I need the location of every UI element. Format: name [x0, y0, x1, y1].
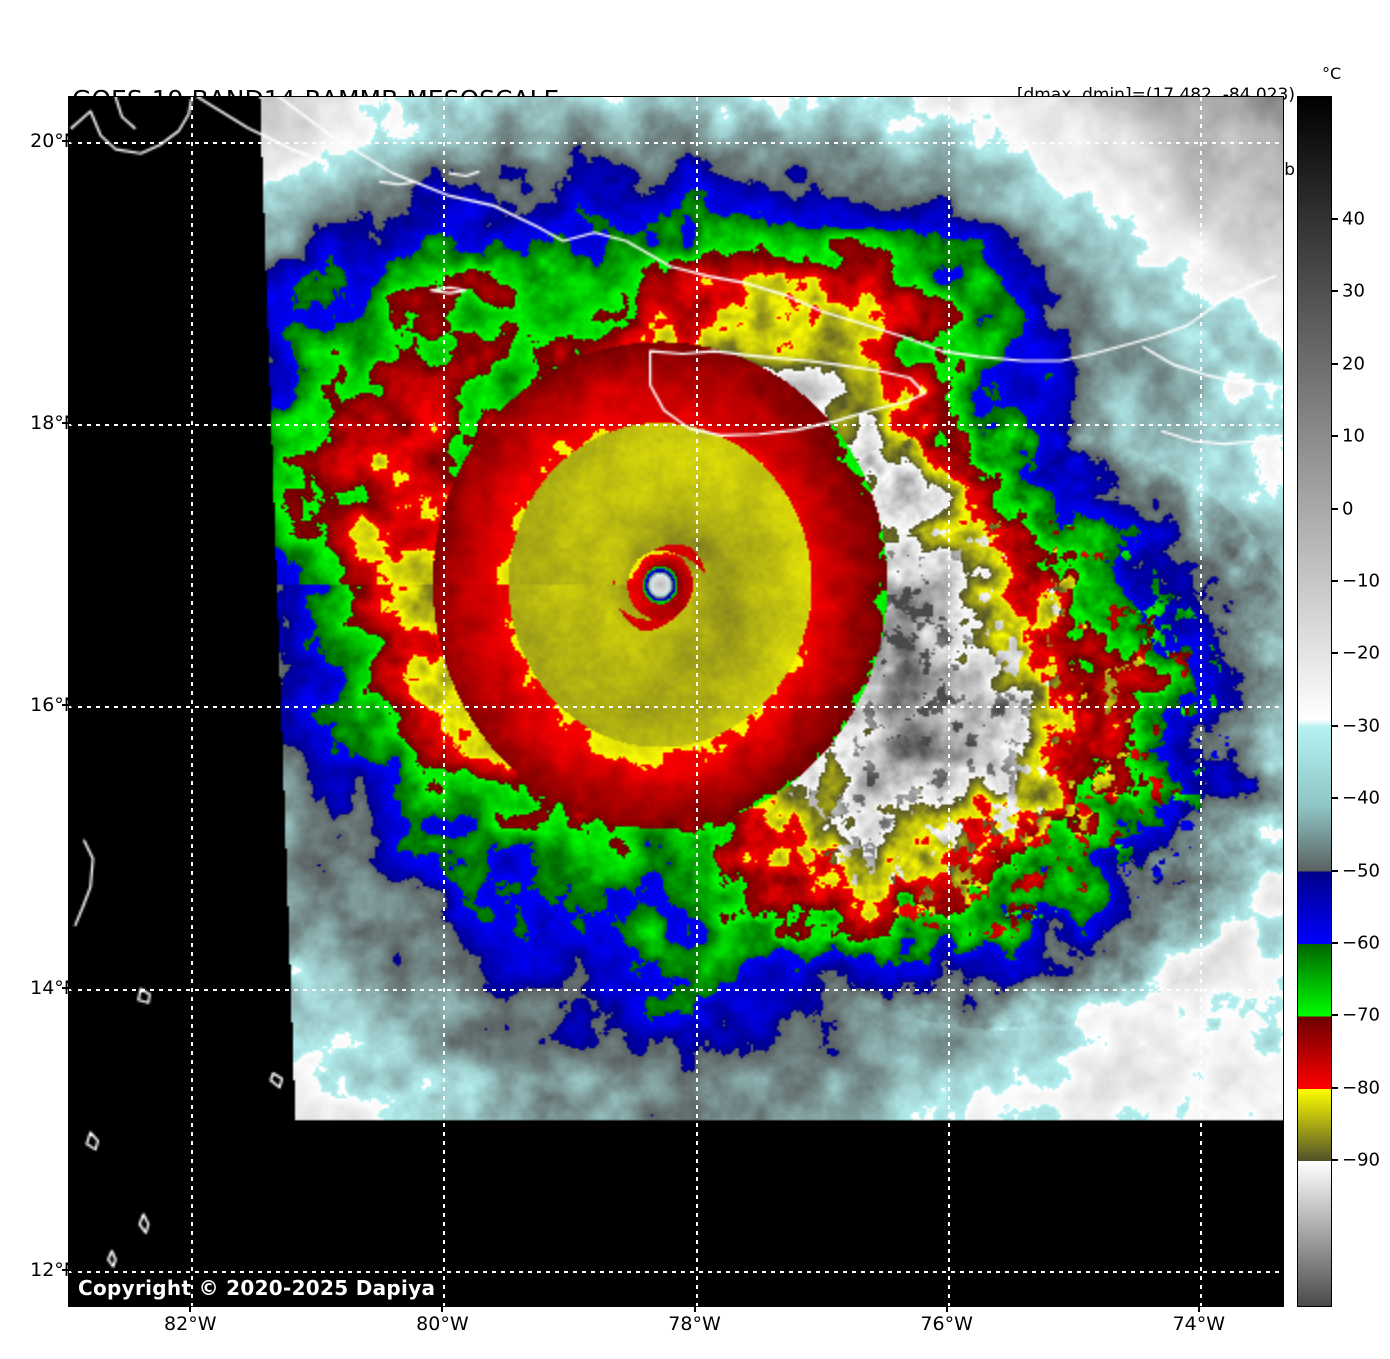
latitude-tick: [62, 1268, 68, 1271]
colorbar-tick-label: 30: [1342, 280, 1365, 302]
colorbar-tick-label: 40: [1342, 208, 1365, 230]
colorbar-tick-label: −90: [1342, 1149, 1380, 1171]
colorbar-tick: [1331, 1086, 1338, 1089]
colorbar-tick-label: −60: [1342, 932, 1380, 954]
longitude-tick-label: 80°W: [416, 1313, 469, 1335]
colorbar-tick: [1331, 724, 1338, 727]
longitude-tick: [1197, 1306, 1200, 1312]
colorbar-tick: [1331, 869, 1338, 872]
latitude-tick-label: 12°N: [30, 1258, 78, 1281]
colorbar-unit-label: °C: [1322, 64, 1342, 83]
colorbar-tick: [1331, 652, 1338, 655]
temperature-colorbar[interactable]: [1297, 96, 1332, 1307]
colorbar-tick-label: −20: [1342, 642, 1380, 664]
latitude-tick: [62, 422, 68, 425]
colorbar-tick-label: 20: [1342, 353, 1365, 375]
satellite-imagery-canvas: [69, 97, 1283, 1306]
longitude-tick: [189, 1306, 192, 1312]
latitude-tick-label: 14°N: [30, 976, 78, 999]
longitude-tick-label: 76°W: [920, 1313, 973, 1335]
colorbar-tick-label: 0: [1342, 498, 1354, 520]
longitude-tick-label: 78°W: [668, 1313, 721, 1335]
colorbar-tick: [1331, 1159, 1338, 1162]
longitude-tick: [693, 1306, 696, 1312]
latitude-tick: [62, 140, 68, 143]
colorbar-gradient: [1298, 97, 1331, 1306]
copyright-label: Copyright © 2020-2025 Dapiya: [78, 1276, 436, 1300]
longitude-tick: [441, 1306, 444, 1312]
longitude-tick-label: 82°W: [164, 1313, 217, 1335]
colorbar-tick: [1331, 290, 1338, 293]
colorbar-tick: [1331, 942, 1338, 945]
colorbar-tick-label: −30: [1342, 715, 1380, 737]
satellite-map[interactable]: [68, 96, 1284, 1307]
colorbar-tick-label: 10: [1342, 425, 1365, 447]
latitude-tick-label: 16°N: [30, 694, 78, 717]
colorbar-tick: [1331, 507, 1338, 510]
colorbar-tick: [1331, 580, 1338, 583]
colorbar-tick: [1331, 797, 1338, 800]
colorbar-tick-label: −10: [1342, 570, 1380, 592]
colorbar-tick: [1331, 218, 1338, 221]
latitude-tick-label: 20°N: [30, 130, 78, 153]
longitude-tick-label: 74°W: [1172, 1313, 1226, 1335]
colorbar-tick: [1331, 362, 1338, 365]
colorbar-tick: [1331, 1014, 1338, 1017]
colorbar-tick-label: −70: [1342, 1004, 1380, 1026]
latitude-tick: [62, 704, 68, 707]
latitude-tick: [62, 986, 68, 989]
colorbar-tick-label: −80: [1342, 1077, 1380, 1099]
longitude-tick: [945, 1306, 948, 1312]
colorbar-tick: [1331, 435, 1338, 438]
colorbar-tick-label: −40: [1342, 787, 1380, 809]
latitude-tick-label: 18°N: [30, 412, 78, 435]
colorbar-tick-label: −50: [1342, 860, 1380, 882]
